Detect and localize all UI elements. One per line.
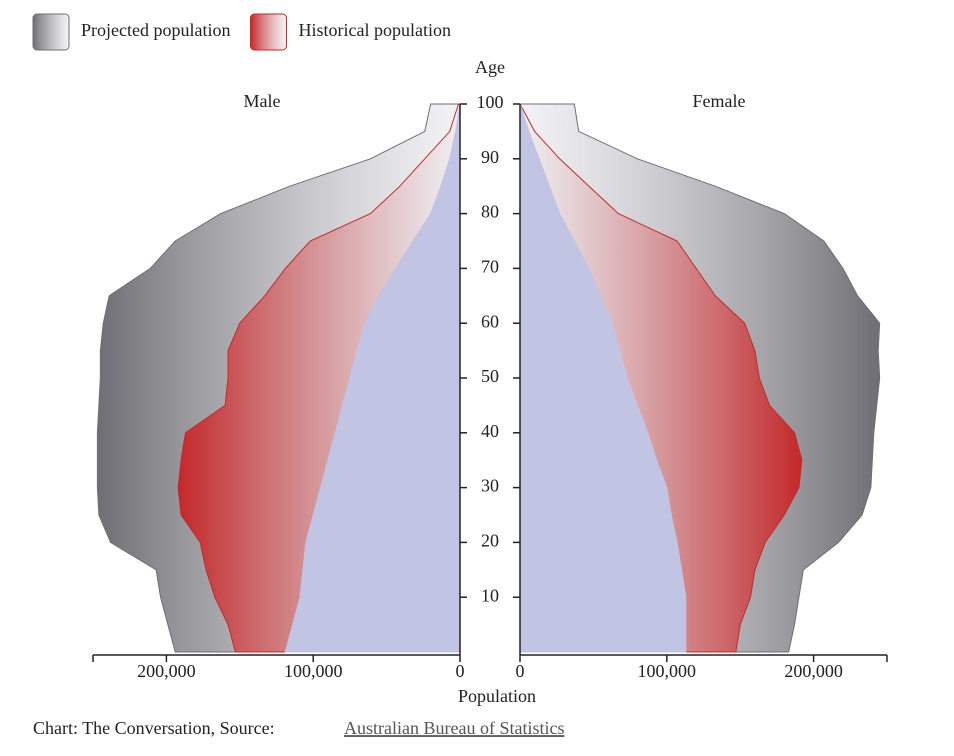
legend-label: Historical population bbox=[298, 20, 450, 40]
y-tick-label: 30 bbox=[481, 476, 499, 496]
male-label: Male bbox=[244, 91, 281, 111]
female-label: Female bbox=[693, 91, 746, 111]
y-axis-label: Age bbox=[475, 57, 505, 77]
female-area bbox=[519, 103, 687, 653]
x-tick-label: 100,000 bbox=[284, 661, 343, 681]
y-tick-label: 100 bbox=[477, 92, 504, 112]
y-tick-label: 80 bbox=[481, 202, 499, 222]
x-tick-label: 100,000 bbox=[638, 661, 697, 681]
y-tick-label: 60 bbox=[481, 311, 499, 331]
y-tick-label: 40 bbox=[481, 421, 499, 441]
source: Chart: The Conversation, Source: bbox=[33, 718, 275, 738]
male-area bbox=[284, 103, 461, 653]
y-tick-label: 20 bbox=[481, 531, 499, 551]
x-tick-label: 200,000 bbox=[137, 661, 196, 681]
x-tick-label: 0 bbox=[516, 661, 525, 681]
y-tick-label: 90 bbox=[481, 147, 499, 167]
legend-swatch bbox=[32, 13, 70, 51]
source-link[interactable]: Australian Bureau of Statistics bbox=[344, 718, 564, 738]
areas bbox=[96, 103, 881, 653]
x-tick-label: 0 bbox=[456, 661, 465, 681]
x-axis-label: Population bbox=[458, 686, 536, 706]
source-link-text[interactable]: Australian Bureau of Statistics bbox=[344, 718, 564, 738]
y-tick-label: 50 bbox=[481, 366, 499, 386]
x-tick-label: 200,000 bbox=[784, 661, 843, 681]
y-tick-label: 10 bbox=[481, 585, 499, 605]
legend-swatch bbox=[249, 13, 287, 51]
legend-label: Projected population bbox=[81, 20, 230, 40]
y-tick-label: 70 bbox=[481, 257, 499, 277]
